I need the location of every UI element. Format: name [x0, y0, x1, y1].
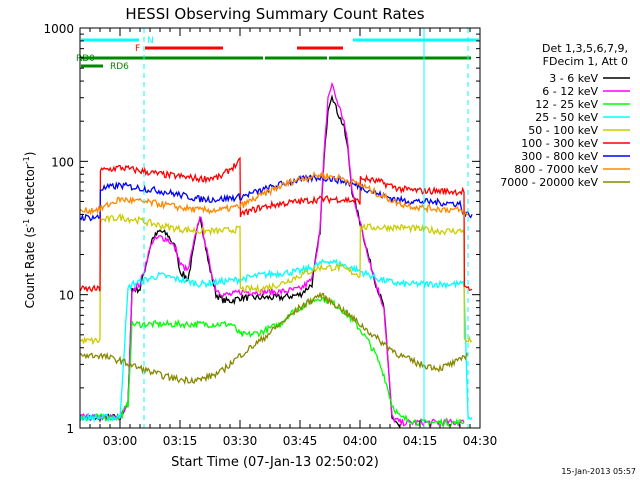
- legend-entry-label: 100 - 300 keV: [521, 137, 598, 150]
- series-line: [79, 296, 465, 427]
- series-line: [79, 156, 473, 293]
- y-axis-label-superscript: -1: [22, 156, 31, 164]
- series-group: [79, 296, 465, 427]
- series-line: [79, 212, 473, 346]
- x-tick-label: 04:00: [343, 434, 378, 448]
- y-tick-label: 1: [66, 422, 74, 436]
- y-axis-label-part: detector: [23, 164, 37, 219]
- legend-entry-label: 3 - 6 keV: [549, 72, 598, 85]
- series-group: [79, 212, 473, 346]
- series-line: [79, 258, 473, 424]
- legend-header: FDecim 1, Att 0: [543, 55, 628, 68]
- legend-entry-label: 6 - 12 keV: [542, 85, 598, 98]
- y-tick-label: 100: [51, 155, 74, 169]
- vertical-markers: [143, 28, 469, 428]
- legend-header: Det 1,3,5,6,7,9,: [542, 42, 628, 55]
- legend: Det 1,3,5,6,7,9,FDecim 1, Att 0 3 - 6 keV…: [500, 42, 630, 189]
- flag-label-rd6: RD6: [110, 62, 129, 72]
- y-axis-label-part: Count Rate (s: [23, 227, 37, 309]
- flag-label-night: N: [147, 36, 154, 46]
- y-tick-label: 1000: [43, 22, 74, 36]
- y-axis-label: Count Rate (s-1 detector-1): [22, 152, 37, 309]
- flag-bars: NF RD0 RD6: [76, 36, 479, 72]
- y-tick-label: 10: [59, 289, 74, 303]
- legend-entry-label: 300 - 800 keV: [521, 150, 598, 163]
- legend-entry-label: 12 - 25 keV: [535, 98, 598, 111]
- legend-entry-label: 50 - 100 keV: [528, 124, 598, 137]
- y-axis-label-superscript: -1: [22, 219, 31, 227]
- y-axis-label-part: ): [23, 152, 37, 157]
- x-axis-label: Start Time (07-Jan-13 02:50:02): [171, 455, 379, 470]
- x-tick-label: 04:15: [403, 434, 438, 448]
- x-tick-label: 03:00: [103, 434, 138, 448]
- legend-entry-label: 800 - 7000 keV: [514, 163, 598, 176]
- legend-entry-label: 25 - 50 keV: [535, 111, 598, 124]
- x-tick-label: 04:30: [463, 434, 498, 448]
- x-tick-label: 03:45: [283, 434, 318, 448]
- series-group: [79, 156, 473, 293]
- generation-timestamp: 15-Jan-2013 05:57: [561, 467, 636, 476]
- flag-label-flare: F: [135, 44, 140, 54]
- series-group: [79, 258, 473, 424]
- x-tick-label: 03:30: [223, 434, 258, 448]
- x-tick-label: 03:15: [163, 434, 198, 448]
- flag-label-rd0: RD0: [76, 54, 95, 64]
- axes: 03:00 03:15 03:30 03:45 04:00 04:15 04:30 1 10 10…: [43, 22, 497, 448]
- legend-entry-label: 7000 - 20000 keV: [500, 176, 598, 189]
- chart-title: HESSI Observing Summary Count Rates: [125, 5, 424, 23]
